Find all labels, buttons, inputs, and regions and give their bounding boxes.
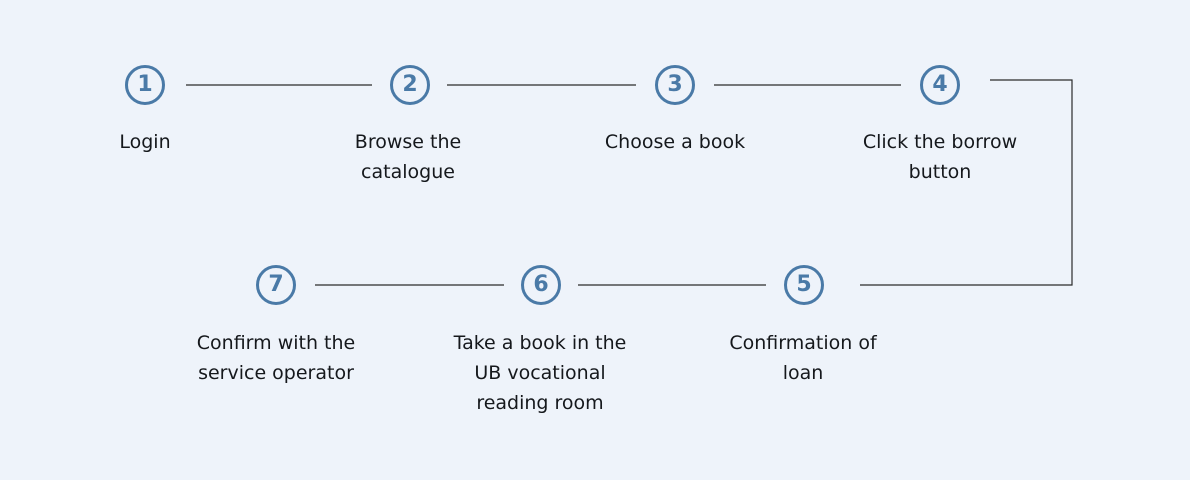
step-2-label-line-1: Browse the (354, 131, 462, 153)
step-4-label-line-2: button (908, 161, 972, 183)
step-1-label: Login (35, 127, 255, 157)
step-6-label-line-2: UB vocational (474, 362, 606, 384)
step-5-number: 5 (784, 265, 824, 305)
step-4-label: Click the borrow button (830, 127, 1050, 187)
step-2-label-line-2: catalogue (361, 161, 455, 183)
step-7-label-line-2: service operator (198, 362, 354, 384)
step-1-label-line-1: Login (119, 131, 171, 153)
step-3-label: Choose a book (565, 127, 785, 157)
step-6-label: Take a book in the UB vocational reading… (430, 328, 650, 418)
step-6-number: 6 (521, 265, 561, 305)
step-1-number: 1 (125, 65, 165, 105)
connector-4-5 (860, 79, 1073, 286)
step-4-number: 4 (920, 65, 960, 105)
step-6-label-line-1: Take a book in the (453, 332, 627, 354)
step-7-label-line-1: Confirm with the (196, 332, 356, 354)
step-2-number: 2 (390, 65, 430, 105)
step-7-number: 7 (256, 265, 296, 305)
step-3-label-line-1: Choose a book (604, 131, 746, 153)
step-3-number: 3 (655, 65, 695, 105)
step-5-label-line-1: Confirmation of (729, 332, 877, 354)
step-6-label-line-3: reading room (476, 392, 604, 414)
step-7-label: Confirm with the service operator (166, 328, 386, 388)
step-2-label: Browse the catalogue (298, 127, 518, 187)
step-5-label: Confirmation of loan (693, 328, 913, 388)
step-5-label-line-2: loan (782, 362, 824, 384)
step-4-label-line-1: Click the borrow (862, 131, 1018, 153)
